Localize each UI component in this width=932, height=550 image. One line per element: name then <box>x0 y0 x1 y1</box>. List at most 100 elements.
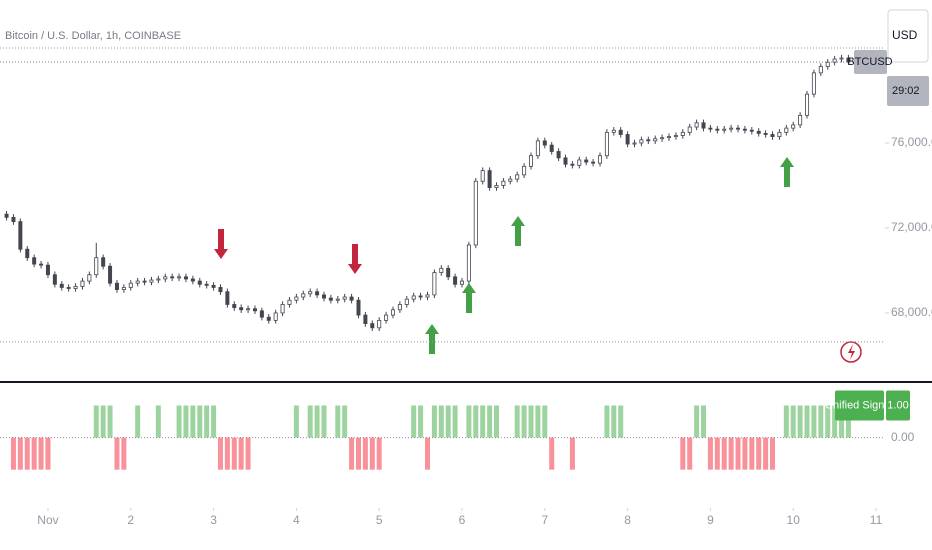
candle-body <box>480 170 485 182</box>
signal-bar <box>349 437 355 470</box>
candle-body <box>598 155 603 164</box>
candle-body <box>715 128 720 131</box>
signal-bar <box>611 405 617 438</box>
candle-body <box>121 287 126 290</box>
candle-body <box>660 137 665 140</box>
signal-bar <box>204 405 210 438</box>
candle-body <box>425 294 430 298</box>
candle-body <box>190 278 195 282</box>
signal-bar <box>535 405 541 438</box>
signal-bars <box>10 405 851 470</box>
candle-body <box>515 174 520 180</box>
signal-bar <box>797 405 803 438</box>
candle-body <box>45 264 50 276</box>
candle-body <box>729 127 734 130</box>
sell-arrow <box>348 244 362 274</box>
candle-body <box>680 131 685 136</box>
candle-body <box>798 114 803 126</box>
candle-body <box>577 159 582 166</box>
candle-body <box>487 170 492 189</box>
x-tick-label: 11 <box>870 513 883 527</box>
candle-body <box>811 72 816 95</box>
y-tick-label: 68,000.00 <box>891 305 932 319</box>
x-tick-label: 10 <box>787 513 801 527</box>
signal-bar <box>418 405 424 438</box>
signal-bar <box>742 437 748 470</box>
x-tick-label: Nov <box>37 513 58 527</box>
signal-bar <box>694 405 700 438</box>
signal-bar <box>542 405 548 438</box>
candle-body <box>390 309 395 316</box>
signal-bar <box>845 405 851 438</box>
candle-body <box>142 280 147 283</box>
candle-body <box>763 133 768 135</box>
signal-bar <box>466 405 472 438</box>
candle-body <box>846 57 851 63</box>
candle-body <box>818 66 823 74</box>
signal-bar <box>818 405 824 438</box>
candle-body <box>687 126 692 133</box>
logo-bolt <box>848 344 855 360</box>
candle-body <box>4 213 9 218</box>
candle-body <box>266 316 271 321</box>
x-tick-label: 4 <box>293 513 300 527</box>
signal-bar <box>376 437 382 470</box>
signal-bar <box>217 437 223 470</box>
candle-body <box>404 298 409 305</box>
candle-body <box>529 155 534 167</box>
signal-bar <box>790 405 796 438</box>
logo <box>840 341 862 363</box>
signal-bar <box>197 405 203 438</box>
signal-bar <box>411 405 417 438</box>
candle-body <box>211 284 216 288</box>
candle-body <box>708 127 713 130</box>
candle-body <box>252 308 257 312</box>
candle-body <box>611 129 616 133</box>
signal-bar <box>93 405 99 438</box>
candle-body <box>259 310 264 318</box>
candle-body <box>32 257 37 265</box>
signal-bar <box>183 405 189 438</box>
signal-bar <box>680 437 686 470</box>
candle-body <box>128 282 133 288</box>
candle-body <box>508 178 513 182</box>
signal-bar <box>770 437 776 470</box>
candle-body <box>749 129 754 132</box>
candle-body <box>673 135 678 138</box>
candle-body <box>335 298 340 301</box>
signal-bar <box>424 437 430 470</box>
candle-body <box>218 287 223 293</box>
countdown: 29:02 <box>892 85 920 97</box>
signal-bar <box>45 437 51 470</box>
signal-bar <box>307 405 313 438</box>
signal-bar <box>549 437 555 470</box>
signal-bar <box>369 437 375 470</box>
candle-body <box>535 140 540 157</box>
candle-body <box>204 283 209 286</box>
candle-body <box>777 131 782 138</box>
currency[interactable]: USD <box>892 28 918 42</box>
signal-bar <box>245 437 251 470</box>
currency-button[interactable] <box>887 9 929 63</box>
x-tick-label: 6 <box>459 513 466 527</box>
candle-body <box>701 122 706 129</box>
candle-body <box>432 272 437 296</box>
candle-body <box>501 180 506 186</box>
signal-bar <box>224 437 230 470</box>
candle-body <box>466 244 471 282</box>
signal-bar <box>473 405 479 438</box>
signal-bar <box>342 405 348 438</box>
y-tick-label: 76,000.00 <box>891 135 932 149</box>
signal-bar <box>707 437 713 470</box>
y-tick-label: 0.00 <box>891 430 915 444</box>
candle-body <box>446 267 451 278</box>
candle-body <box>156 278 161 281</box>
candle-body <box>301 293 306 298</box>
x-tick-label: 9 <box>707 513 714 527</box>
candle-body <box>287 299 292 305</box>
candle-body <box>328 297 333 301</box>
x-tick-label: 8 <box>624 513 631 527</box>
candle-body <box>625 134 630 145</box>
signal-bar <box>321 405 327 438</box>
candle-body <box>280 304 285 314</box>
